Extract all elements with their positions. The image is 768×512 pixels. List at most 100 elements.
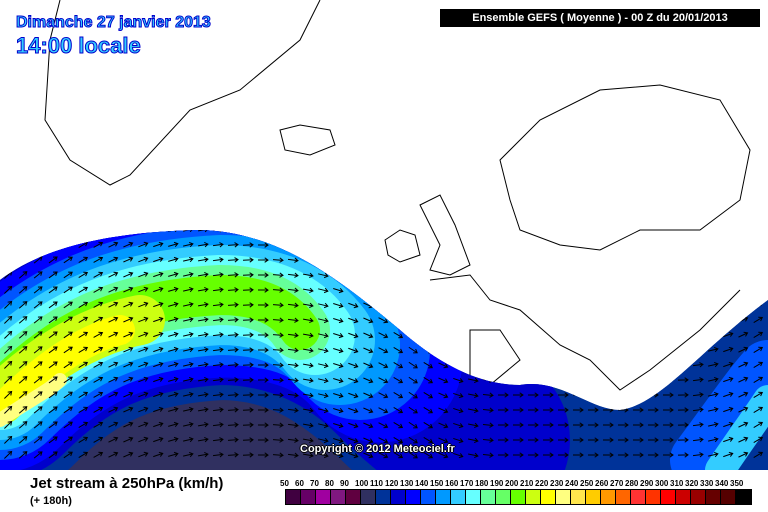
wind-arrow [242, 230, 254, 233]
wind-arrow [197, 377, 209, 383]
wind-arrow [558, 362, 569, 368]
wind-arrow [123, 406, 134, 413]
wind-arrow [33, 361, 43, 369]
wind-arrow [212, 347, 224, 353]
wind-arrow [227, 332, 239, 338]
wind-arrow [692, 317, 704, 323]
wind-arrow [588, 257, 599, 263]
wind-arrow [63, 346, 73, 354]
wind-arrow [287, 287, 299, 293]
wind-arrow [677, 272, 689, 278]
wind-arrow [18, 241, 28, 249]
wind-arrow [408, 286, 418, 294]
scale-swatch [706, 490, 721, 504]
wind-arrow [708, 361, 719, 368]
wind-arrow [33, 301, 43, 309]
scale-tick-label: 350 [730, 479, 744, 488]
wind-arrow [603, 302, 614, 308]
wind-arrow [318, 347, 329, 354]
wind-arrow [348, 302, 359, 309]
wind-arrow [663, 287, 674, 293]
wind-arrow [257, 437, 269, 443]
wind-arrow [723, 406, 734, 413]
wind-arrow [423, 271, 434, 279]
wind-arrow [4, 390, 13, 399]
scale-swatch [286, 490, 301, 504]
wind-arrow [363, 230, 374, 234]
wind-arrow [333, 453, 344, 459]
wind-arrow [242, 332, 254, 338]
wind-arrow [498, 242, 509, 248]
wind-arrow [227, 452, 239, 458]
wind-arrow [423, 436, 434, 444]
wind-arrow [408, 346, 418, 354]
wind-arrow [287, 272, 299, 278]
wind-arrow [408, 361, 418, 369]
wind-arrow [423, 451, 434, 459]
wind-arrow [18, 406, 28, 414]
wind-arrow [738, 406, 749, 413]
wind-arrow [93, 331, 104, 338]
wind-arrow [138, 316, 149, 323]
wind-arrow [348, 257, 359, 264]
wind-arrow [153, 391, 164, 398]
wind-arrow [423, 286, 434, 294]
scale-swatch [571, 490, 586, 504]
wind-arrow [753, 376, 764, 384]
wind-arrow [528, 230, 539, 233]
wind-arrow [123, 256, 134, 263]
wind-arrow [333, 378, 344, 384]
wind-arrow [197, 332, 209, 338]
wind-arrow [708, 346, 719, 353]
wind-arrow [408, 316, 418, 324]
wind-arrow [272, 230, 284, 233]
wind-arrow [393, 332, 404, 339]
scale-swatch [316, 490, 331, 504]
wind-arrow [633, 362, 644, 368]
wind-arrow [528, 272, 539, 278]
wind-arrow [438, 377, 449, 384]
wind-arrow [168, 391, 179, 398]
wind-arrow [318, 302, 329, 309]
wind-arrow [318, 257, 329, 264]
wind-arrow [573, 257, 584, 263]
wind-arrow [513, 332, 524, 338]
wind-arrow [528, 377, 539, 383]
wind-arrow [723, 436, 734, 443]
wind-arrow [242, 242, 254, 248]
wind-arrow [603, 392, 614, 398]
wind-arrow [408, 230, 418, 234]
wind-arrow [708, 316, 719, 323]
wind-arrow [63, 451, 73, 459]
wind-arrow [257, 317, 269, 323]
scale-tick-label: 320 [685, 479, 699, 488]
wind-arrow [108, 286, 119, 293]
wind-arrow [197, 362, 209, 368]
wind-arrow [677, 332, 689, 338]
wind-arrow [242, 317, 254, 323]
wind-arrow [618, 272, 629, 278]
wind-arrow [242, 452, 254, 458]
wind-arrow [663, 452, 674, 458]
wind-arrow [257, 302, 269, 308]
wind-arrow [287, 392, 299, 398]
scale-tick-label: 110 [370, 479, 383, 488]
wind-arrow [498, 257, 509, 263]
wind-arrow [197, 230, 209, 233]
scale-swatch [481, 490, 496, 504]
wind-arrow [63, 436, 73, 444]
wind-arrow [257, 287, 269, 293]
wind-arrow [453, 257, 464, 264]
wind-arrow [438, 347, 449, 354]
wind-arrow [183, 256, 194, 263]
wind-arrow [378, 302, 389, 309]
wind-arrow [123, 421, 134, 428]
wind-arrow [348, 242, 359, 249]
wind-arrow [543, 272, 554, 278]
wind-arrow [227, 437, 239, 443]
wind-arrow [453, 392, 464, 399]
wind-arrow [78, 331, 89, 339]
scale-swatch [406, 490, 421, 504]
wind-arrow [378, 392, 389, 399]
wind-arrow [573, 422, 584, 428]
